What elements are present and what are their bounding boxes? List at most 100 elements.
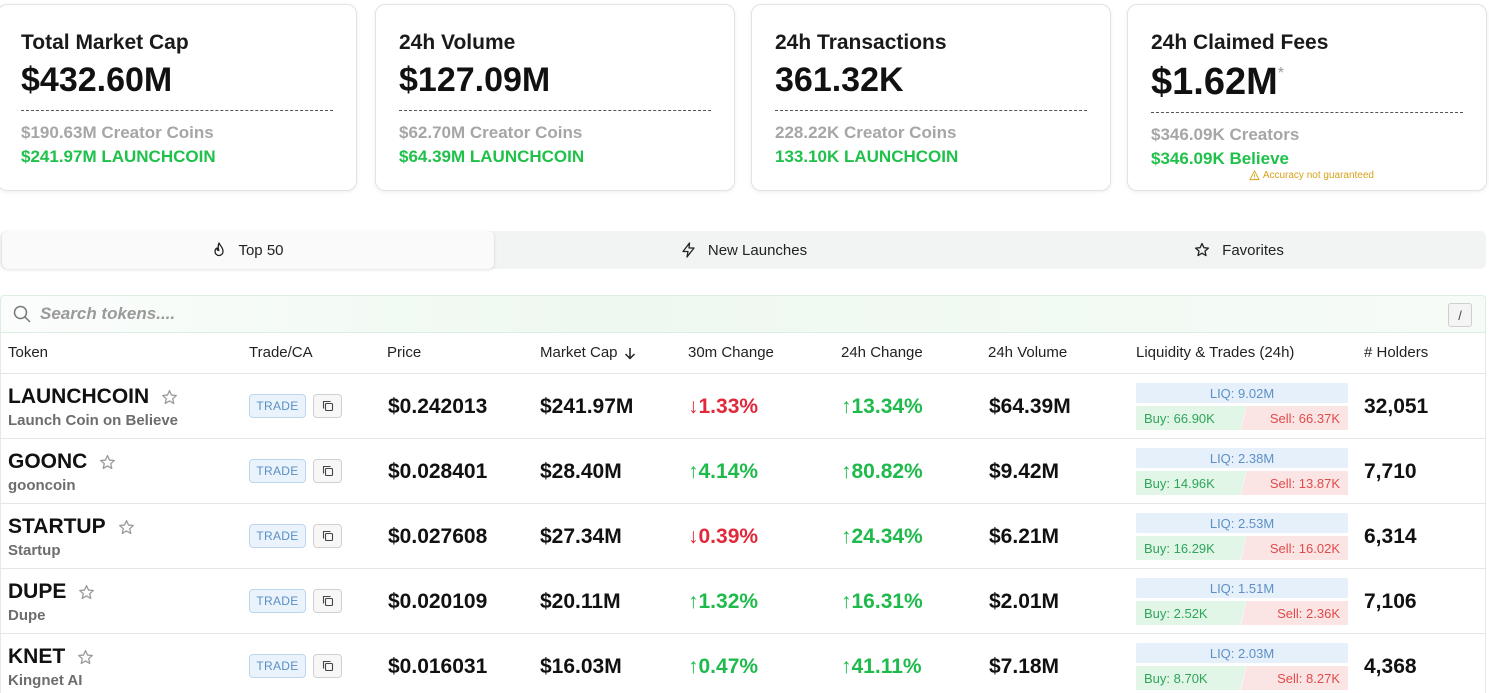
asterisk-mark: * (1277, 65, 1284, 82)
copy-icon (322, 530, 333, 542)
stat-launchcoin: 133.10K LAUNCHCOIN (775, 147, 959, 166)
price: $0.020109 (388, 590, 488, 613)
holders-count: 4,368 (1364, 655, 1417, 678)
warning-text: Accuracy not guaranteed (1262, 170, 1374, 181)
header-holders[interactable]: # Holders (1364, 344, 1429, 361)
stat-creator-coins: 228.22K Creator Coins (775, 123, 957, 142)
favorite-star-icon[interactable] (161, 389, 178, 406)
price: $0.016031 (388, 655, 488, 678)
trade-button[interactable]: TRADE (249, 524, 306, 548)
favorite-star-icon[interactable] (99, 454, 116, 471)
copy-address-button[interactable] (313, 589, 342, 613)
header-24h-change[interactable]: 24h Change (841, 344, 923, 361)
header-30m-change[interactable]: 30m Change (688, 344, 774, 361)
volume-24h: $2.01M (989, 590, 1060, 613)
table-row[interactable]: KNET Kingnet AI TRADE $0.016031 $16.03M … (1, 634, 1485, 693)
arrow-down-icon (624, 347, 635, 360)
trade-button[interactable]: TRADE (249, 654, 306, 678)
table-row[interactable]: STARTUP Startup TRADE $0.027608 $27.34M … (1, 504, 1485, 569)
header-market-cap-label: Market Cap (540, 344, 618, 361)
header-token[interactable]: Token (8, 344, 49, 361)
search-icon (13, 305, 31, 323)
stats-cards: Total Market Cap $432.60M $190.63M Creat… (0, 4, 1489, 191)
search-input[interactable]: Search tokens.... (40, 304, 176, 323)
tab-favorites[interactable]: Favorites (992, 231, 1486, 269)
arrow-up-icon: ↑ (688, 655, 699, 678)
token-name: Startup (8, 542, 61, 559)
tab-new-launches[interactable]: New Launches (496, 231, 992, 269)
stat-value-text: $1.62M (1151, 61, 1278, 103)
liquidity-badge: LIQ: 9.02M (1136, 383, 1348, 403)
token-symbol: GOONC (8, 450, 88, 473)
table-row[interactable]: LAUNCHCOIN Launch Coin on Believe TRADE … (1, 374, 1485, 439)
token-symbol: LAUNCHCOIN (8, 385, 150, 408)
tab-label: Top 50 (238, 241, 284, 259)
trade-button[interactable]: TRADE (249, 459, 306, 483)
market-cap: $241.97M (540, 395, 634, 418)
copy-address-button[interactable] (313, 394, 342, 418)
accuracy-warning: Accuracy not guaranteed (1248, 170, 1374, 181)
stat-title: 24h Transactions (775, 31, 947, 54)
stat-title: 24h Volume (399, 31, 516, 54)
tab-top-50[interactable]: Top 50 (2, 231, 494, 269)
arrow-up-icon: ↑ (841, 395, 852, 418)
star-icon (1195, 242, 1210, 257)
trade-button[interactable]: TRADE (249, 394, 306, 418)
table-row[interactable]: DUPE Dupe TRADE $0.020109 $20.11M ↑1.32%… (1, 569, 1485, 634)
stat-creator-coins: $62.70M Creator Coins (399, 123, 583, 142)
favorite-star-icon[interactable] (77, 649, 94, 666)
tab-label: Favorites (1222, 241, 1284, 259)
stat-value: 361.32K (775, 61, 904, 99)
header-liquidity[interactable]: Liquidity & Trades (24h) (1136, 344, 1295, 361)
stat-card-market-cap: Total Market Cap $432.60M $190.63M Creat… (0, 4, 357, 191)
holders-count: 6,314 (1364, 525, 1417, 548)
change-30m: ↓1.33% (688, 395, 759, 418)
buys-badge: Buy: 66.90K (1136, 406, 1246, 430)
copy-address-button[interactable] (313, 459, 342, 483)
holders-count: 32,051 (1364, 395, 1429, 418)
change-30m: ↑4.14% (688, 460, 759, 483)
token-symbol-cell: GOONC (8, 450, 116, 474)
change-30m: ↑0.47% (688, 655, 759, 678)
arrow-up-icon: ↑ (688, 590, 699, 613)
liquidity-badge: LIQ: 2.38M (1136, 448, 1348, 468)
token-name: Kingnet AI (8, 672, 83, 689)
warning-icon (1248, 170, 1260, 181)
copy-address-button[interactable] (313, 654, 342, 678)
table-row[interactable]: GOONC gooncoin TRADE $0.028401 $28.40M ↑… (1, 439, 1485, 504)
volume-24h: $6.21M (989, 525, 1060, 548)
token-symbol: STARTUP (8, 515, 106, 538)
token-symbol-cell: KNET (8, 645, 94, 669)
sells-badge: Sell: 66.37K (1241, 406, 1348, 430)
favorite-star-icon[interactable] (118, 519, 135, 536)
arrow-up-icon: ↑ (841, 590, 852, 613)
arrow-down-icon: ↓ (688, 525, 699, 548)
favorite-star-icon[interactable] (78, 584, 95, 601)
token-name: gooncoin (8, 477, 76, 494)
stat-divider (775, 110, 1087, 111)
copy-address-button[interactable] (313, 524, 342, 548)
arrow-up-icon: ↑ (841, 460, 852, 483)
header-24h-volume[interactable]: 24h Volume (988, 344, 1068, 361)
arrow-down-icon: ↓ (688, 395, 699, 418)
header-market-cap[interactable]: Market Cap (540, 333, 636, 373)
search-shortcut-key: / (1448, 303, 1472, 327)
trade-button[interactable]: TRADE (249, 589, 306, 613)
change-24h: ↑80.82% (841, 460, 923, 483)
sells-badge: Sell: 8.27K (1241, 666, 1348, 690)
stat-creators: $346.09K Creators (1151, 125, 1300, 144)
token-name: Launch Coin on Believe (8, 412, 179, 429)
header-price[interactable]: Price (387, 344, 422, 361)
tab-bar: Top 50 New Launches Favorites (0, 231, 1486, 269)
table-header: Token Trade/CA Price Market Cap 30m Chan… (1, 333, 1485, 374)
liquidity-badge: LIQ: 1.51M (1136, 578, 1348, 598)
tab-label: New Launches (707, 241, 808, 259)
copy-icon (322, 660, 333, 672)
token-name: Dupe (8, 607, 46, 624)
search-bar[interactable]: Search tokens.... / (0, 295, 1486, 333)
stat-divider (399, 110, 711, 111)
buys-badge: Buy: 16.29K (1136, 536, 1246, 560)
volume-24h: $9.42M (989, 460, 1060, 483)
price: $0.242013 (388, 395, 488, 418)
copy-icon (322, 465, 333, 477)
